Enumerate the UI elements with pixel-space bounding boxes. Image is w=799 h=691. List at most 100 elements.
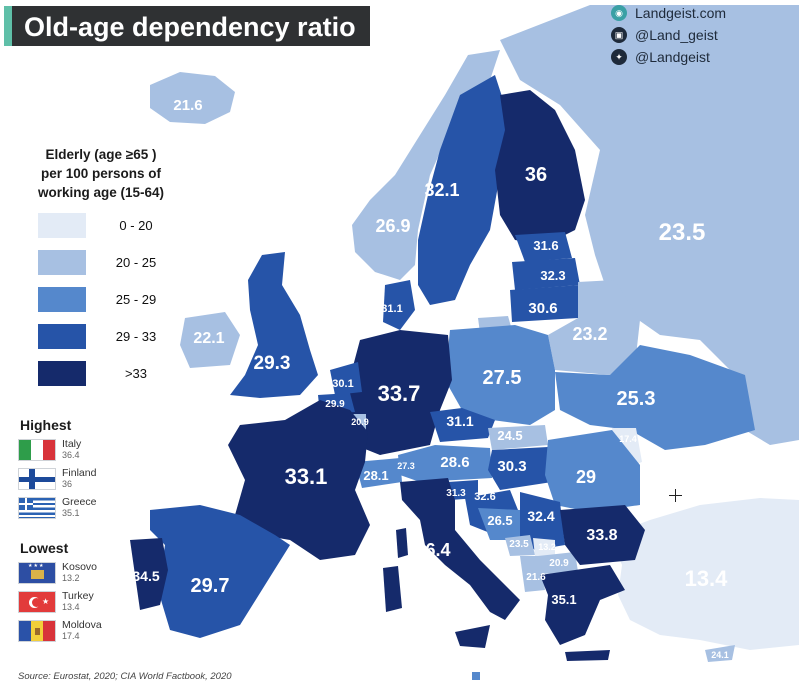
social-link-instagram[interactable]: ▣ @Land_geist	[611, 24, 789, 46]
ireland-shape	[180, 312, 240, 368]
map-label-russia: 23.5	[659, 219, 706, 246]
map-label-poland: 27.5	[483, 367, 522, 389]
legend-label: 20 - 25	[115, 255, 157, 270]
legend-label: 25 - 29	[115, 292, 157, 307]
map-label-malta: 27.1	[472, 680, 490, 690]
spain-shape	[150, 505, 290, 638]
social-link-twitter[interactable]: ✦ @Landgeist	[611, 46, 789, 68]
lowest-item-turkey: ★ Turkey 13.4	[18, 591, 94, 613]
poland-shape	[445, 325, 555, 425]
map-label-lithuania: 30.6	[528, 300, 557, 317]
map-label-luxembourg: 20.9	[351, 417, 369, 427]
italy-shape	[400, 478, 520, 620]
legend-swatch	[38, 250, 86, 275]
map-label-greece: 35.1	[551, 592, 576, 607]
cyprus-shape	[705, 645, 735, 662]
map-label-sweden: 32.1	[424, 180, 459, 200]
map-label-denmark: 31.1	[381, 303, 402, 315]
map-label-switzerland: 28.1	[363, 468, 388, 483]
greece-shape	[540, 565, 625, 645]
social-link-text: @Land_geist	[635, 27, 718, 43]
netherlands-shape	[330, 362, 362, 395]
map-label-ireland: 22.1	[193, 330, 224, 347]
albania-shape	[520, 556, 545, 592]
slovakia-shape	[488, 425, 548, 450]
map-label-ukraine: 25.3	[617, 388, 656, 410]
bulgaria-shape	[560, 505, 645, 565]
legend-title-line: per 100 persons of	[40, 166, 162, 181]
rank-value: 35.1	[62, 508, 80, 518]
title-banner: Old-age dependency ratio	[4, 6, 370, 46]
highest-item-italy: Italy 36.4	[18, 439, 81, 461]
map-label-czechia: 31.1	[446, 413, 473, 429]
north-macedonia-shape	[538, 552, 578, 574]
map-value-labels: 21.6 26.9 32.1 36 23.5 31.6 32.3 30.6 23.2 31.1 22…	[132, 97, 728, 690]
map-label-germany: 33.7	[378, 381, 421, 406]
rank-value: 36.4	[62, 450, 80, 460]
map-label-north-macedonia: 20.9	[549, 558, 569, 569]
turkey-shape	[610, 498, 799, 650]
map-label-cyprus: 24.1	[711, 650, 729, 660]
legend-swatch	[38, 324, 86, 349]
uk-shape	[230, 252, 318, 398]
map-label-italy: 36.4	[415, 540, 450, 560]
map-label-albania: 21.6	[526, 572, 546, 583]
rank-value: 13.4	[62, 602, 80, 612]
legend-label: 0 - 20	[119, 218, 153, 233]
legend-title-line: working age (15-64)	[37, 185, 165, 200]
map-label-netherlands: 30.1	[332, 378, 353, 390]
rank-value: 17.4	[62, 631, 80, 641]
lowest-item-kosovo: ★★★ Kosovo 13.2	[18, 562, 97, 584]
france-shape	[228, 400, 370, 560]
highest-heading: Highest	[20, 417, 72, 433]
map-label-latvia: 32.3	[540, 268, 565, 283]
map-label-slovakia: 24.5	[497, 428, 522, 443]
romania-shape	[545, 430, 640, 512]
kosovo-shape	[533, 538, 555, 556]
social-link-website[interactable]: ◉ Landgeist.com	[611, 2, 789, 24]
source-note: Source: Eurostat, 2020; CIA World Factbo…	[18, 671, 232, 682]
kosovo-flag: ★★★	[18, 562, 56, 584]
map-label-finland: 36	[525, 164, 547, 186]
map-label-austria: 28.6	[440, 454, 469, 471]
corsica-shape	[396, 528, 408, 558]
moldova-flag	[18, 620, 56, 642]
liechtenstein-shape	[398, 460, 410, 472]
lowest-item-moldova: Moldova 17.4	[18, 620, 102, 642]
legend-swatch	[38, 361, 86, 386]
slovenia-shape	[448, 480, 478, 500]
legend-item-29-33: 29 - 33	[38, 324, 168, 349]
sardinia-shape	[383, 566, 402, 612]
lowest-heading: Lowest	[20, 540, 69, 556]
rank-country: Turkey	[62, 590, 94, 602]
serbia-shape	[520, 492, 565, 550]
map-label-bosnia-and-herzegovina: 26.5	[487, 513, 512, 528]
rank-country: Greece	[62, 496, 97, 508]
social-link-text: @Landgeist	[635, 49, 710, 65]
legend-label: 29 - 33	[115, 329, 157, 344]
map-label-montenegro: 23.5	[509, 539, 529, 550]
sweden-shape	[418, 75, 508, 305]
iceland-shape	[150, 72, 235, 124]
map-label-turkey: 13.4	[685, 566, 729, 591]
map-label-belarus: 23.2	[572, 324, 607, 344]
rank-country: Moldova	[62, 619, 102, 631]
legend-item-25-29: 25 - 29	[38, 287, 168, 312]
czechia-shape	[430, 408, 495, 442]
finland-shape	[495, 90, 585, 245]
map-label-liechtenstein: 27.3	[397, 461, 415, 471]
turkey-flag: ★	[18, 591, 56, 613]
map-label-romania: 29	[576, 467, 596, 487]
crosshair-cursor-icon	[669, 489, 682, 502]
landgeist-globe-icon: ◉	[611, 5, 627, 21]
map-label-hungary: 30.3	[497, 458, 526, 475]
switzerland-shape	[355, 458, 402, 488]
estonia-shape	[515, 232, 572, 262]
map-label-france: 33.1	[285, 464, 328, 489]
portugal-shape	[130, 538, 168, 610]
map-label-estonia: 31.6	[533, 238, 558, 253]
denmark-shape	[383, 280, 415, 330]
italy-flag	[18, 439, 56, 461]
map-label-iceland: 21.6	[173, 97, 202, 114]
